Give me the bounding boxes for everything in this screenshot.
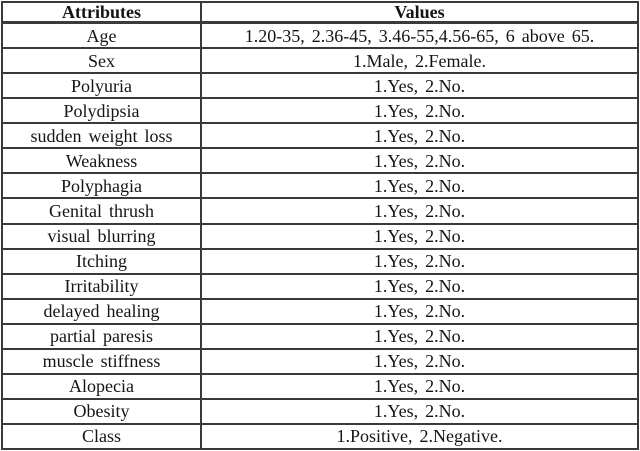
value-cell: 1.Yes, 2.No. [200,397,639,425]
value-cell: 1.Yes, 2.No. [200,347,639,375]
value-cell: 1.Positive, 2.Negative. [200,422,639,451]
attribute-cell: Alopecia [1,372,202,400]
attribute-cell: Polydipsia [1,97,202,125]
attribute-cell: visual blurring [1,222,202,250]
attribute-cell: Sex [1,47,202,75]
header-row: Attributes Values [1,1,639,24]
value-cell: 1.Yes, 2.No. [200,222,639,250]
value-cell: 1.Yes, 2.No. [200,172,639,200]
attribute-cell: Class [1,422,202,451]
value-cell: 1.Yes, 2.No. [200,272,639,300]
value-cell: 1.Male, 2.Female. [200,47,639,75]
attribute-cell: muscle stiffness [1,347,202,375]
column-header-values: Values [200,1,639,24]
table-row: Class 1.Positive, 2.Negative. [1,422,639,451]
table-row: partial paresis 1.Yes, 2.No. [1,322,639,350]
column-header-attributes: Attributes [1,1,202,24]
attribute-cell: partial paresis [1,322,202,350]
value-cell: 1.Yes, 2.No. [200,197,639,225]
attribute-cell: Polyuria [1,72,202,100]
table-row: Obesity 1.Yes, 2.No. [1,397,639,425]
value-cell: 1.Yes, 2.No. [200,297,639,325]
table-row: Sex 1.Male, 2.Female. [1,47,639,75]
table-row: delayed healing 1.Yes, 2.No. [1,297,639,325]
value-cell: 1.Yes, 2.No. [200,147,639,175]
value-cell: 1.Yes, 2.No. [200,72,639,100]
table-row: muscle stiffness 1.Yes, 2.No. [1,347,639,375]
table-row: sudden weight loss 1.Yes, 2.No. [1,122,639,150]
table-row: Polyuria 1.Yes, 2.No. [1,72,639,100]
value-cell: 1.20-35, 2.36-45, 3.46-55,4.56-65, 6 abo… [200,21,639,50]
attribute-cell: Itching [1,247,202,275]
value-cell: 1.Yes, 2.No. [200,97,639,125]
value-cell: 1.Yes, 2.No. [200,322,639,350]
table-row: Weakness 1.Yes, 2.No. [1,147,639,175]
value-cell: 1.Yes, 2.No. [200,247,639,275]
table-row: Polyphagia 1.Yes, 2.No. [1,172,639,200]
table-row: Itching 1.Yes, 2.No. [1,247,639,275]
attribute-cell: Genital thrush [1,197,202,225]
value-cell: 1.Yes, 2.No. [200,372,639,400]
table-row: Age 1.20-35, 2.36-45, 3.46-55,4.56-65, 6… [1,21,639,50]
value-cell: 1.Yes, 2.No. [200,122,639,150]
attribute-cell: sudden weight loss [1,122,202,150]
attribute-cell: delayed healing [1,297,202,325]
attribute-cell: Age [1,21,202,50]
table-row: visual blurring 1.Yes, 2.No. [1,222,639,250]
table-row: Genital thrush 1.Yes, 2.No. [1,197,639,225]
attribute-cell: Polyphagia [1,172,202,200]
table-row: Alopecia 1.Yes, 2.No. [1,372,639,400]
table-row: Irritability 1.Yes, 2.No. [1,272,639,300]
attribute-cell: Weakness [1,147,202,175]
table-row: Polydipsia 1.Yes, 2.No. [1,97,639,125]
attribute-cell: Obesity [1,397,202,425]
attribute-cell: Irritability [1,272,202,300]
